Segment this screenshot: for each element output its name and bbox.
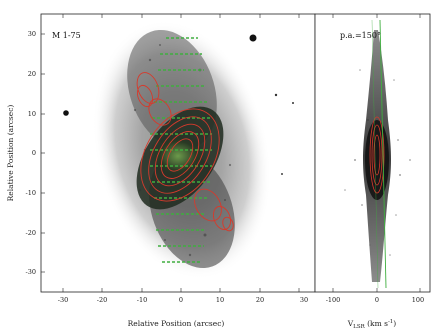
right-x-axis-ticks: [332, 14, 421, 292]
field-star: [249, 34, 257, 42]
y-tick-label: 30: [28, 30, 36, 38]
left-y-axis-title: Relative Position (arcsec): [6, 105, 15, 202]
pv-slit-line: [379, 19, 387, 289]
x-tick-label: -100: [326, 296, 341, 304]
y-tick-label: -10: [26, 189, 36, 197]
right-panel: p.a.=150° -100 0 100 VLSR (km s-1): [314, 13, 431, 330]
field-star: [274, 93, 278, 97]
left-panel: M 1-75 -30 -20 -10 0 10 20 30 30 20 10: [6, 13, 316, 328]
x-tick-label: -10: [137, 296, 147, 304]
pv-slit-line: [371, 19, 379, 289]
position-angle-label: p.a.=150°: [340, 31, 381, 40]
field-star: [281, 173, 283, 175]
field-star: [63, 110, 69, 116]
x-tick-label: -30: [58, 296, 68, 304]
x-tick-label: 100: [412, 296, 424, 304]
y-tick-label: 0: [32, 149, 36, 157]
field-star: [292, 102, 294, 104]
object-label: M 1-75: [52, 31, 81, 40]
x-tick-label: 10: [216, 296, 224, 304]
x-tick-label: -20: [97, 296, 107, 304]
y-tick-label: 10: [28, 110, 36, 118]
left-y-axis-ticks: [41, 33, 45, 273]
x-tick-label: 30: [300, 296, 308, 304]
left-x-axis-ticks: [62, 14, 300, 292]
right-x-axis-title: VLSR (km s-1): [347, 319, 397, 330]
x-tick-label: 0: [179, 296, 183, 304]
left-x-axis-title: Relative Position (arcsec): [128, 319, 225, 328]
y-tick-label: -30: [26, 268, 36, 276]
pv-contours: [369, 116, 385, 194]
y-tick-label: -20: [26, 229, 36, 237]
pv-core: [365, 120, 389, 200]
x-tick-label: 0: [375, 296, 379, 304]
y-tick-label: 20: [28, 70, 36, 78]
velocity-contours: [136, 72, 234, 232]
x-tick-label: 20: [256, 296, 264, 304]
